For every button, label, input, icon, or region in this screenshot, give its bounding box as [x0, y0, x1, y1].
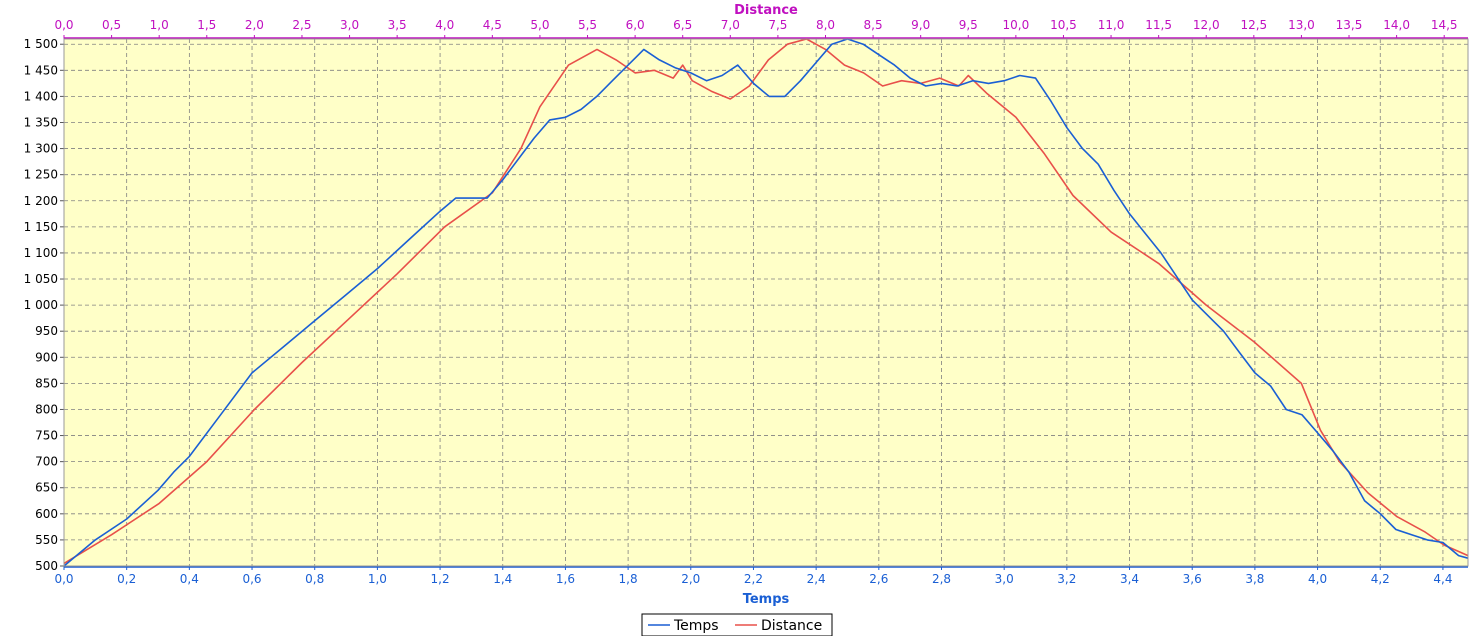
y-tick-label: 1 500 [24, 37, 58, 51]
y-tick-label: 950 [35, 324, 58, 338]
y-tick-label: 1 250 [24, 168, 58, 182]
y-tick-label: 1 150 [24, 220, 58, 234]
x-top-tick-label: 14,0 [1383, 18, 1410, 32]
x-bottom-tick-label: 2,0 [681, 572, 700, 586]
x-top-tick-label: 7,0 [721, 18, 740, 32]
x-bottom-tick-label: 0,0 [54, 572, 73, 586]
x-top-tick-label: 11,0 [1098, 18, 1125, 32]
x-top-tick-label: 2,5 [292, 18, 311, 32]
x-bottom-tick-label: 4,2 [1371, 572, 1390, 586]
x-bottom-tick-label: 3,6 [1183, 572, 1202, 586]
x-top-tick-label: 4,0 [435, 18, 454, 32]
y-tick-label: 1 400 [24, 89, 58, 103]
y-tick-label: 1 350 [24, 115, 58, 129]
x-top-tick-label: 6,5 [673, 18, 692, 32]
y-tick-label: 850 [35, 376, 58, 390]
x-top-tick-label: 9,0 [911, 18, 930, 32]
legend: Temps Distance [641, 613, 833, 636]
y-axis: 500 550 600 650 700 750 800 850 900 950 1 000 1 050… [24, 37, 64, 573]
x-bottom-tick-label: 0,8 [305, 572, 324, 586]
x-top-tick-label: 7,5 [768, 18, 787, 32]
x-top-tick-label: 3,5 [388, 18, 407, 32]
legend-label-temps: Temps [673, 618, 719, 634]
x-top-tick-label: 13,5 [1336, 18, 1363, 32]
y-tick-label: 1 050 [24, 272, 58, 286]
x-bottom-tick-label: 3,8 [1245, 572, 1264, 586]
x-bottom-tick-label: 4,4 [1433, 572, 1452, 586]
x-bottom-tick-label: 2,6 [869, 572, 888, 586]
x-top-tick-label: 14,5 [1431, 18, 1458, 32]
legend-label-distance: Distance [761, 618, 822, 634]
x-axis-top: 0,0 0,5 1,0 1,5 2,0 2,5 3,0 3,5 4,0 4,5 5,0 5,5 6,0 6… [54, 18, 1468, 39]
y-tick-label: 650 [35, 481, 58, 495]
x-top-tick-label: 12,0 [1193, 18, 1220, 32]
x-bottom-tick-label: 2,4 [807, 572, 826, 586]
x-top-tick-label: 11,5 [1145, 18, 1172, 32]
x-top-tick-label: 1,5 [197, 18, 216, 32]
bottom-axis-title: Temps [743, 592, 790, 607]
x-bottom-tick-label: 2,8 [932, 572, 951, 586]
x-top-tick-label: 3,0 [340, 18, 359, 32]
y-tick-label: 1 300 [24, 142, 58, 156]
x-top-tick-label: 12,5 [1240, 18, 1267, 32]
x-top-tick-label: 8,0 [816, 18, 835, 32]
top-axis-title: Distance [734, 3, 798, 18]
x-bottom-tick-label: 3,2 [1057, 572, 1076, 586]
grid-lines [63, 39, 1468, 567]
y-tick-label: 1 450 [24, 63, 58, 77]
x-top-tick-label: 0,0 [54, 18, 73, 32]
x-bottom-tick-label: 3,0 [995, 572, 1014, 586]
x-top-tick-label: 9,5 [959, 18, 978, 32]
x-top-tick-label: 6,0 [626, 18, 645, 32]
x-top-tick-label: 10,5 [1050, 18, 1077, 32]
y-tick-label: 1 000 [24, 298, 58, 312]
x-top-tick-label: 13,0 [1288, 18, 1315, 32]
x-bottom-tick-label: 3,4 [1120, 572, 1139, 586]
x-bottom-tick-label: 1,2 [431, 572, 450, 586]
x-axis-bottom: 0,0 0,2 0,4 0,6 0,8 1,0 1,2 1,4 1,6 1,8 2,0 2,2 2,4 2… [54, 566, 1468, 586]
x-bottom-tick-label: 1,8 [619, 572, 638, 586]
y-tick-label: 1 100 [24, 246, 58, 260]
y-tick-label: 750 [35, 429, 58, 443]
x-bottom-tick-label: 1,6 [556, 572, 575, 586]
x-bottom-tick-label: 0,6 [242, 572, 261, 586]
x-top-tick-label: 10,0 [1003, 18, 1030, 32]
x-bottom-tick-label: 1,0 [368, 572, 387, 586]
y-tick-label: 550 [35, 533, 58, 547]
x-top-tick-label: 4,5 [483, 18, 502, 32]
plot-area [64, 39, 1468, 566]
x-top-tick-label: 1,0 [150, 18, 169, 32]
y-tick-label: 800 [35, 402, 58, 416]
x-top-tick-label: 5,5 [578, 18, 597, 32]
x-top-tick-label: 5,0 [530, 18, 549, 32]
y-tick-label: 500 [35, 559, 58, 573]
x-bottom-tick-label: 0,4 [180, 572, 199, 586]
y-tick-label: 900 [35, 350, 58, 364]
x-bottom-tick-label: 1,4 [493, 572, 512, 586]
x-bottom-tick-label: 4,0 [1308, 572, 1327, 586]
x-top-tick-label: 0,5 [102, 18, 121, 32]
plot-frame [63, 38, 1469, 567]
y-tick-label: 600 [35, 507, 58, 521]
y-tick-label: 1 200 [24, 194, 58, 208]
x-bottom-tick-label: 2,2 [744, 572, 763, 586]
x-bottom-tick-label: 0,2 [117, 572, 136, 586]
x-top-tick-label: 8,5 [864, 18, 883, 32]
y-tick-label: 700 [35, 455, 58, 469]
x-top-tick-label: 2,0 [245, 18, 264, 32]
